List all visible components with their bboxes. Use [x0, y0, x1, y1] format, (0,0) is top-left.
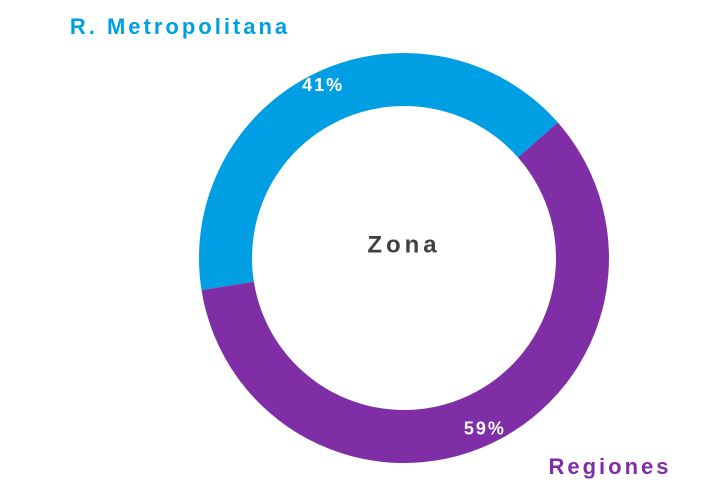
value-label: 41%	[302, 75, 344, 95]
donut-segment	[199, 52, 558, 291]
category-label: Regiones	[548, 454, 671, 479]
category-label: R. Metropolitana	[70, 14, 290, 39]
donut-segment	[201, 122, 610, 464]
value-label: 59%	[464, 419, 506, 439]
chart-title: Zona	[367, 231, 440, 258]
